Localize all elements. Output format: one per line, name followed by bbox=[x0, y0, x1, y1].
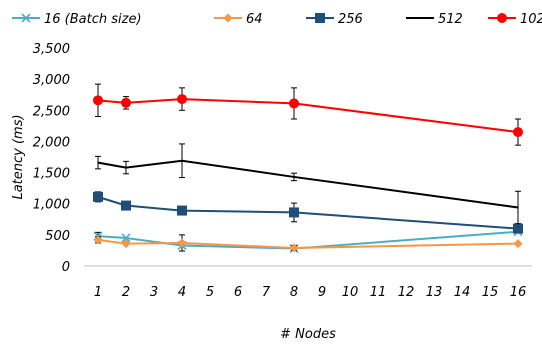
error-bar bbox=[291, 172, 297, 182]
legend-item: 256 bbox=[306, 12, 363, 27]
x-tick-label: 11 bbox=[370, 285, 387, 300]
series-5 bbox=[93, 83, 523, 146]
x-tick-label: 5 bbox=[206, 285, 214, 300]
error-bar bbox=[179, 143, 185, 179]
data-point bbox=[289, 207, 299, 218]
series-layer bbox=[93, 83, 523, 254]
x-tick-label: 9 bbox=[318, 285, 326, 300]
series-4 bbox=[95, 143, 521, 225]
series-1 bbox=[93, 227, 523, 254]
x-axis-ticks: 1 2 3 4 5 6 7 8 9 10 11 12 13 14 15 16 bbox=[94, 285, 526, 300]
x-tick-label: 10 bbox=[342, 285, 359, 300]
y-axis-title: Latency (ms) bbox=[11, 114, 26, 199]
data-point bbox=[177, 238, 187, 248]
legend-marker bbox=[223, 13, 233, 23]
x-tick-label: 6 bbox=[234, 285, 242, 300]
x-axis-title: # Nodes bbox=[280, 327, 336, 342]
x-tick-label: 14 bbox=[454, 285, 471, 300]
y-tick-label: 1,000 bbox=[33, 198, 70, 213]
y-tick-label: 3,500 bbox=[33, 42, 70, 57]
series-line bbox=[97, 238, 519, 249]
x-tick-label: 16 bbox=[510, 285, 527, 300]
series-line bbox=[97, 159, 519, 209]
data-point bbox=[177, 205, 187, 216]
series-line bbox=[97, 230, 519, 250]
x-tick-label: 2 bbox=[122, 285, 130, 300]
y-tick-label: 1,500 bbox=[33, 167, 70, 182]
legend-item: 1024 bbox=[488, 12, 542, 27]
x-tick-label: 3 bbox=[150, 285, 158, 300]
legend-marker bbox=[315, 13, 325, 23]
legend-marker bbox=[497, 13, 507, 23]
data-point bbox=[177, 94, 187, 105]
legend-label: 256 bbox=[338, 12, 363, 27]
data-point bbox=[513, 223, 523, 234]
legend: 16 (Batch size) 64 256 512 1024 bbox=[12, 12, 542, 27]
legend-label: 512 bbox=[438, 12, 463, 27]
data-point bbox=[121, 239, 131, 249]
legend-item: 16 (Batch size) bbox=[12, 12, 142, 27]
error-bar bbox=[515, 190, 521, 225]
data-point bbox=[513, 127, 523, 138]
error-bar bbox=[95, 155, 101, 170]
legend-item: 64 bbox=[214, 12, 263, 27]
data-point bbox=[121, 97, 131, 108]
x-tick-label: 8 bbox=[290, 285, 298, 300]
data-point bbox=[93, 235, 103, 245]
y-tick-label: 2,500 bbox=[33, 104, 70, 119]
y-tick-label: 2,000 bbox=[33, 135, 70, 150]
x-tick-label: 15 bbox=[482, 285, 499, 300]
y-tick-label: 500 bbox=[45, 229, 70, 244]
error-bar bbox=[123, 160, 129, 175]
data-point bbox=[93, 191, 103, 202]
y-tick-label: 0 bbox=[62, 260, 70, 275]
data-point bbox=[121, 233, 131, 243]
series-3 bbox=[93, 191, 523, 234]
x-tick-label: 1 bbox=[94, 285, 102, 300]
series-line bbox=[97, 195, 519, 230]
data-point bbox=[121, 200, 131, 211]
legend-label: 1024 bbox=[520, 12, 542, 27]
legend-label: 64 bbox=[246, 12, 263, 27]
x-tick-label: 7 bbox=[262, 285, 271, 300]
legend-item: 512 bbox=[406, 12, 463, 27]
data-point bbox=[513, 239, 523, 249]
x-tick-label: 4 bbox=[178, 285, 186, 300]
series-line bbox=[97, 98, 519, 134]
data-point bbox=[289, 98, 299, 109]
data-point bbox=[289, 243, 299, 253]
data-point bbox=[93, 95, 103, 106]
y-tick-label: 3,000 bbox=[33, 73, 70, 88]
series-2 bbox=[93, 234, 523, 253]
legend-marker bbox=[21, 13, 31, 23]
x-tick-label: 12 bbox=[398, 285, 415, 300]
x-tick-label: 13 bbox=[426, 285, 443, 300]
y-axis-ticks: 0 500 1,000 1,500 2,000 2,500 3,000 3,500 bbox=[33, 42, 70, 275]
legend-label: 16 (Batch size) bbox=[44, 12, 142, 27]
